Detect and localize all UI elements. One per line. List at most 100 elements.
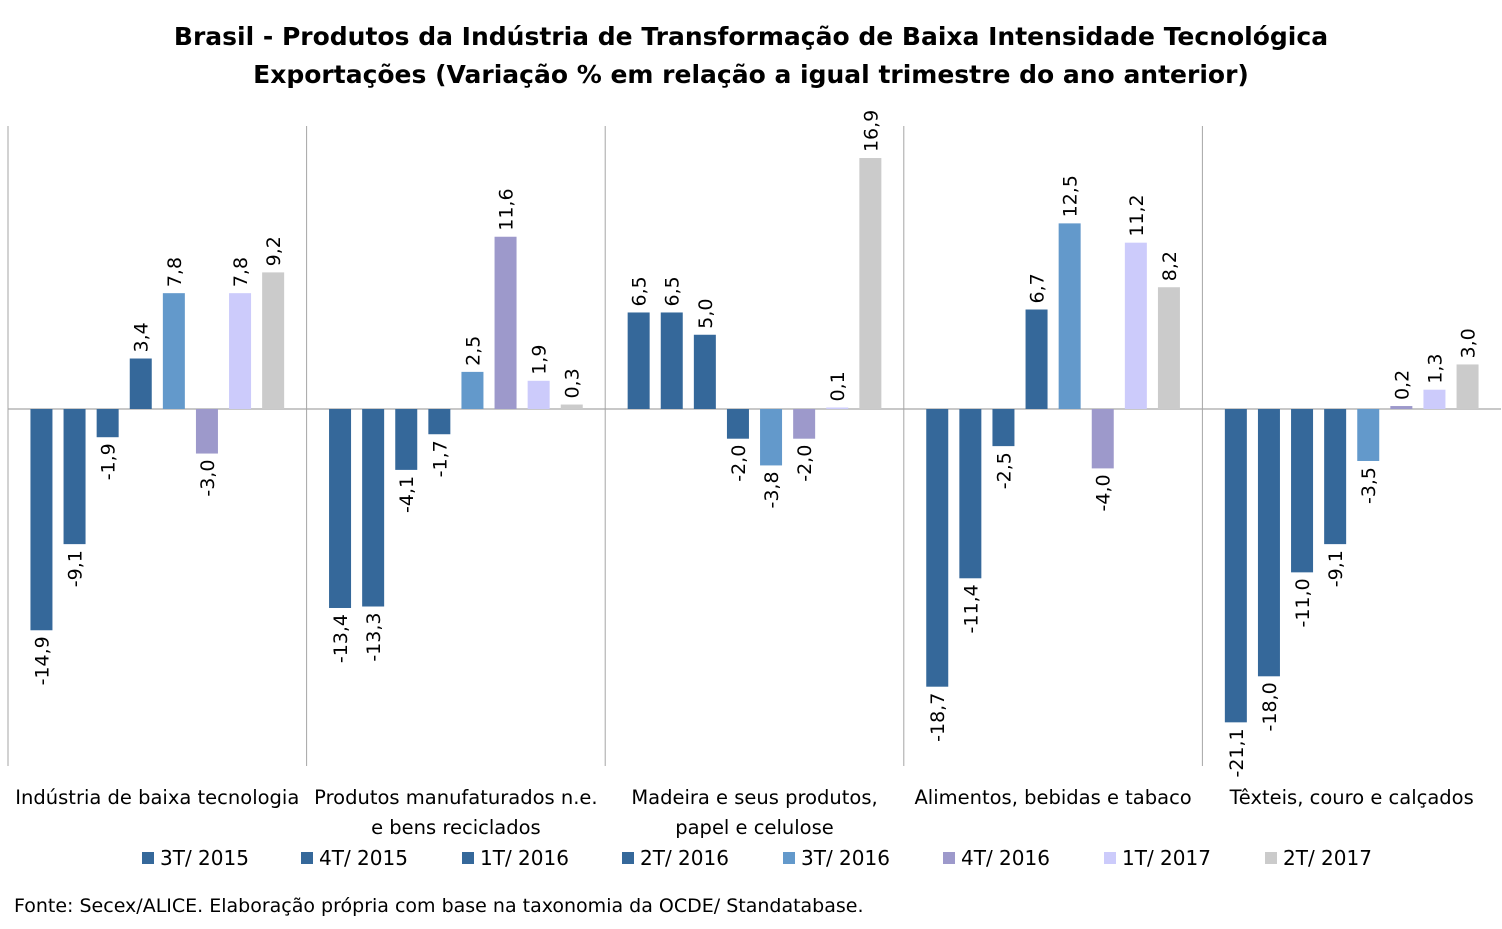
bar: [428, 409, 451, 435]
data-label: -13,3: [363, 613, 385, 662]
legend-item: 4T/ 2015: [301, 846, 408, 870]
legend-label: 4T/ 2016: [961, 846, 1050, 870]
category-label: Indústria de baixa tecnologia: [15, 786, 299, 809]
bar: [262, 272, 285, 409]
bar: [826, 407, 849, 409]
data-label: 3,0: [1458, 328, 1480, 358]
legend-label: 1T/ 2016: [480, 846, 569, 870]
bar: [329, 409, 352, 608]
category-label: papel e celulose: [675, 816, 834, 839]
bar: [395, 409, 418, 470]
data-label: 9,2: [263, 236, 285, 266]
bar: [1124, 242, 1147, 409]
category-label: e bens reciclados: [371, 816, 541, 839]
bar: [859, 158, 882, 409]
legend-swatch: [462, 852, 474, 864]
bar: [660, 312, 683, 409]
bar: [162, 293, 185, 409]
bar: [760, 409, 783, 466]
bar: [362, 409, 385, 607]
bar: [992, 409, 1015, 447]
bar: [1357, 409, 1380, 461]
legend-label: 2T/ 2016: [640, 846, 729, 870]
data-label: 0,2: [1391, 370, 1413, 400]
chart-title: Brasil - Produtos da Indústria de Transf…: [173, 22, 1329, 51]
bar: [1058, 223, 1081, 409]
data-label: 5,0: [695, 299, 717, 329]
category-label: Madeira e seus produtos,: [631, 786, 877, 809]
data-label: -18,0: [1259, 682, 1281, 731]
data-label: 11,6: [496, 188, 518, 230]
legend-label: 3T/ 2016: [801, 846, 890, 870]
legend-item: 3T/ 2015: [142, 846, 249, 870]
bar: [96, 409, 119, 438]
bar: [1324, 409, 1347, 545]
category-label: Têxteis, couro e calçados: [1229, 786, 1474, 809]
bar: [1291, 409, 1314, 573]
bar: [926, 409, 949, 687]
data-label: 1,9: [529, 345, 551, 375]
data-label: 6,5: [629, 276, 651, 306]
data-label: -3,0: [197, 460, 219, 497]
data-label: -18,7: [927, 693, 949, 742]
bar: [527, 380, 550, 409]
data-label: -11,4: [960, 584, 982, 633]
legend-swatch: [943, 852, 955, 864]
data-label: 6,7: [1027, 273, 1049, 303]
legend-swatch: [1104, 852, 1116, 864]
data-label: -4,0: [1093, 474, 1115, 511]
legend-item: 3T/ 2016: [783, 846, 890, 870]
legend-item: 1T/ 2017: [1104, 846, 1211, 870]
data-label: -3,8: [761, 471, 783, 508]
bar: [627, 312, 650, 409]
data-label: 11,2: [1126, 194, 1148, 236]
legend-swatch: [1265, 852, 1277, 864]
bar: [726, 409, 749, 439]
legend-item: 2T/ 2016: [622, 846, 729, 870]
data-label: -3,5: [1358, 467, 1380, 504]
data-label: -9,1: [1325, 550, 1347, 587]
data-label: -14,9: [31, 636, 53, 685]
bar: [30, 409, 53, 631]
legend-swatch: [301, 852, 313, 864]
data-label: -13,4: [330, 614, 352, 663]
data-label: -1,7: [429, 440, 451, 477]
legend-swatch: [142, 852, 154, 864]
bar: [693, 334, 716, 409]
bar: [1257, 409, 1280, 677]
legend-item: 1T/ 2016: [462, 846, 569, 870]
bar: [129, 358, 152, 409]
bar: [959, 409, 982, 579]
legend: 3T/ 2015 4T/ 2015 1T/ 2016 2T/ 2016 3T/ 2016…: [0, 846, 1502, 874]
data-label: 0,3: [562, 368, 584, 398]
data-label: -2,0: [794, 445, 816, 482]
data-label: 1,3: [1424, 353, 1446, 383]
bar: [793, 409, 816, 439]
category-label: Produtos manufaturados n.e.: [314, 786, 597, 809]
chart-subtitle: Exportações (Variação % em relação a igu…: [253, 60, 1249, 89]
bar: [1091, 409, 1114, 469]
category-label: Alimentos, bebidas e tabaco: [914, 786, 1191, 809]
legend-label: 4T/ 2015: [319, 846, 408, 870]
bar: [494, 236, 517, 409]
legend-item: 4T/ 2016: [943, 846, 1050, 870]
legend-label: 3T/ 2015: [160, 846, 249, 870]
bar: [229, 293, 252, 409]
data-label: 16,9: [860, 110, 882, 152]
bar: [1157, 287, 1180, 409]
legend-swatch: [622, 852, 634, 864]
legend-label: 1T/ 2017: [1122, 846, 1211, 870]
bar: [63, 409, 86, 545]
data-label: 7,8: [230, 257, 252, 287]
data-label: 7,8: [164, 257, 186, 287]
bar: [1390, 406, 1413, 409]
data-label: 0,1: [827, 371, 849, 401]
bar: [560, 404, 583, 409]
data-label: 12,5: [1060, 175, 1082, 217]
bar: [1423, 389, 1446, 409]
bar: [461, 371, 484, 409]
data-label: 3,4: [131, 322, 153, 352]
legend-item: 2T/ 2017: [1265, 846, 1372, 870]
data-label: 2,5: [462, 336, 484, 366]
